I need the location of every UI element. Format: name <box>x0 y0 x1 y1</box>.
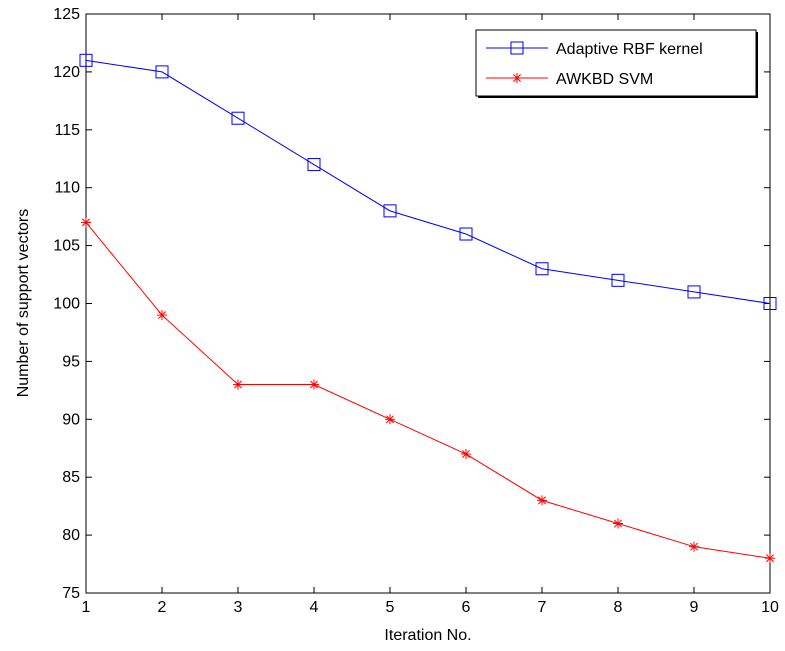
series-0-point-6 <box>535 262 549 276</box>
series-0-point-3 <box>307 158 321 172</box>
series-1-point-6 <box>537 495 547 506</box>
x-tick-label-6: 7 <box>538 599 547 616</box>
series-0-point-9 <box>763 297 777 310</box>
y-tick-label-3: 90 <box>62 411 80 428</box>
series-1-point-7 <box>613 518 623 529</box>
y-tick-label-1: 80 <box>62 527 80 544</box>
series-1-point-0 <box>81 217 91 228</box>
x-tick-label-1: 2 <box>158 599 167 616</box>
series-0-point-4 <box>383 204 397 218</box>
series-0-point-1 <box>155 65 169 79</box>
y-axis-label: Number of support vectors <box>15 209 32 398</box>
y-tick-label-6: 105 <box>53 238 80 255</box>
series-1-point-3 <box>309 379 319 390</box>
series-group <box>79 53 777 564</box>
x-tick-label-7: 8 <box>614 599 623 616</box>
axis-ticks: 1 2 3 4 5 6 7 8 9 10 75 80 85 90 95 100 105 110 115 120 125 <box>53 6 779 616</box>
series-1-point-5 <box>461 449 471 460</box>
x-tick-label-5: 6 <box>462 599 471 616</box>
series-1-point-9 <box>765 553 775 564</box>
x-tick-label-8: 9 <box>690 599 699 616</box>
y-tick-label-5: 100 <box>53 296 80 313</box>
series-1-point-8 <box>689 541 699 552</box>
y-tick-label-10: 125 <box>53 6 80 23</box>
series-line-1 <box>85 222 771 559</box>
series-0-point-0 <box>79 53 93 67</box>
legend: Adaptive RBF kernel AWKBD SVM <box>475 29 758 98</box>
series-0-point-5 <box>459 227 473 241</box>
series-1-point-1 <box>157 310 167 321</box>
x-tick-label-0: 1 <box>82 599 91 616</box>
series-0-point-2 <box>231 111 245 125</box>
series-line-0 <box>85 59 771 304</box>
legend-marker-1 <box>512 73 522 83</box>
y-tick-label-0: 75 <box>62 585 80 602</box>
y-tick-label-8: 115 <box>54 122 80 139</box>
y-tick-label-4: 95 <box>62 353 80 370</box>
legend-box <box>475 29 757 97</box>
x-tick-label-4: 5 <box>386 599 395 616</box>
series-1-point-4 <box>385 414 395 425</box>
legend-marker-0 <box>510 41 524 55</box>
x-tick-label-3: 4 <box>310 599 319 616</box>
y-tick-label-7: 110 <box>54 180 80 197</box>
legend-label-1: AWKBD SVM <box>556 71 653 88</box>
y-tick-label-9: 120 <box>53 64 80 81</box>
legend-label-0: Adaptive RBF kernel <box>556 41 703 58</box>
x-axis-label: Iteration No. <box>384 627 471 644</box>
plot-area <box>85 13 771 594</box>
series-0-point-8 <box>687 285 701 299</box>
y-tick-label-2: 85 <box>62 469 80 486</box>
x-tick-label-2: 3 <box>234 599 243 616</box>
series-0-point-7 <box>611 273 625 287</box>
series-1-point-2 <box>233 379 243 390</box>
x-tick-label-9: 10 <box>761 599 779 616</box>
